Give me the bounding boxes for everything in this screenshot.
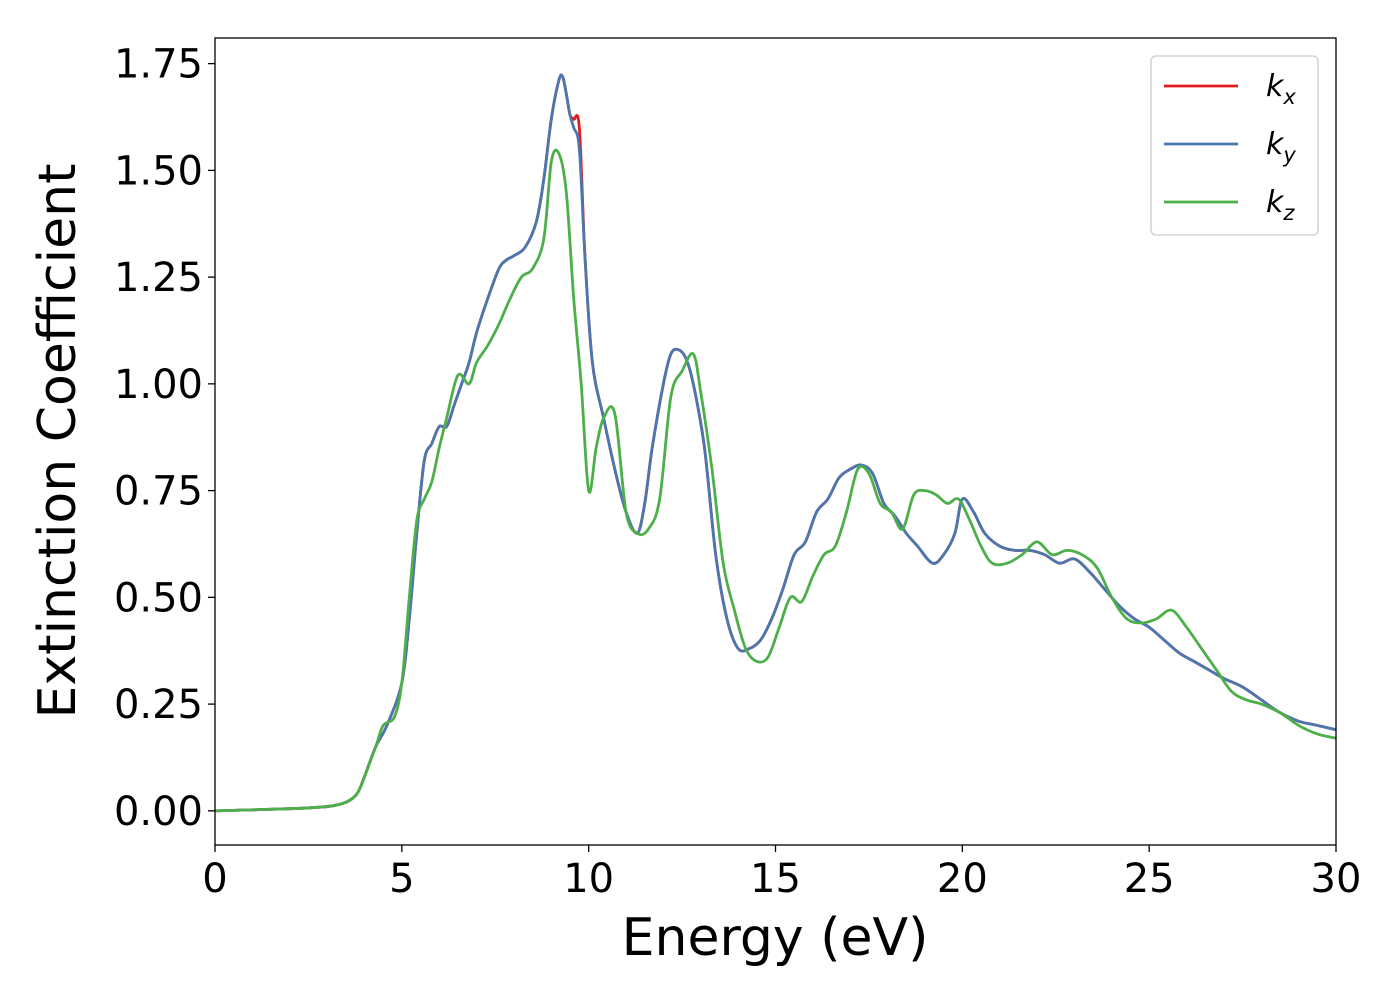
- y-tick-label: 1.75: [114, 42, 203, 88]
- y-axis: 0.00 0.25 0.50 0.75 1.00 1.25 1.50 1.75: [114, 42, 215, 835]
- y-tick-label: 1.00: [114, 362, 203, 408]
- series-line-z: [215, 148, 1336, 813]
- y-tick-label: 0.00: [114, 789, 203, 835]
- x-tick-label: 25: [1124, 856, 1175, 902]
- y-tick-label: 0.50: [114, 575, 203, 621]
- y-tick-label: 0.75: [114, 469, 203, 515]
- y-tick-label: 0.25: [114, 682, 203, 728]
- legend-label-base: k: [1266, 185, 1285, 220]
- legend-label-subscript: x: [1282, 85, 1296, 109]
- legend-label-subscript: y: [1282, 143, 1296, 167]
- x-tick-label: 20: [937, 856, 988, 902]
- legend-label-base: k: [1266, 127, 1285, 162]
- y-tick-label: 1.25: [114, 255, 203, 301]
- y-axis-label: Extinction Coefficient: [28, 164, 88, 719]
- x-tick-label: 0: [202, 856, 227, 902]
- series-line-y: [215, 73, 1336, 813]
- legend-label-y: ky: [1266, 127, 1296, 167]
- series-layer: [215, 73, 1336, 813]
- legend-frame: [1150, 55, 1319, 236]
- x-axis-label: Energy (eV): [622, 908, 929, 968]
- x-axis: 0 5 10 15 20 25 30: [202, 845, 1361, 902]
- x-tick-label: 5: [389, 856, 414, 902]
- legend-label-subscript: z: [1282, 201, 1295, 225]
- x-tick-label: 30: [1311, 856, 1362, 902]
- x-tick-label: 10: [563, 856, 614, 902]
- x-tick-label: 15: [750, 856, 801, 902]
- legend-label-base: k: [1266, 69, 1285, 104]
- legend-label-x: kx: [1266, 69, 1296, 109]
- y-tick-label: 1.50: [114, 148, 203, 194]
- legend-label-z: kz: [1266, 185, 1295, 225]
